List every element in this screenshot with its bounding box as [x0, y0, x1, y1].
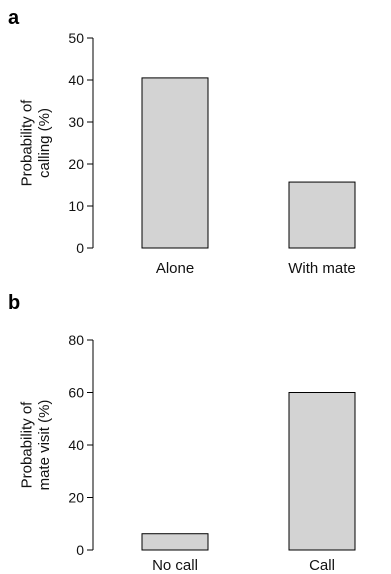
y-axis-label-line: Probability of — [19, 401, 36, 489]
y-axis-label: Probability ofcalling (%) — [19, 99, 53, 187]
chart-panel-b: b 0 20 40 60 80 Probability ofmate visit (%) No… — [8, 292, 356, 574]
y-tick-label: 0 — [76, 240, 84, 256]
bar-with-mate — [288, 181, 356, 249]
y-tick-label: 40 — [68, 72, 84, 88]
y-axis-label-line: Probability of — [19, 99, 36, 187]
x-category-label: Alone — [156, 260, 194, 277]
chart-panel-a: a 0 10 20 30 40 50 Probability ofcalling (%) Alo… — [8, 7, 356, 277]
y-axis-label-line: calling (%) — [36, 108, 53, 178]
y-axis-label-line: mate visit (%) — [36, 400, 53, 491]
panel-letter: b — [8, 292, 20, 314]
y-tick-label: 80 — [68, 332, 84, 348]
y-tick-label: 20 — [68, 490, 84, 506]
y-tick-label: 60 — [68, 385, 84, 401]
bar-call — [288, 392, 356, 551]
y-tick-label: 10 — [68, 198, 84, 214]
panel-letter: a — [8, 7, 20, 29]
bar-alone — [141, 77, 209, 249]
x-category-label: With mate — [288, 260, 356, 277]
y-tick-label: 50 — [68, 30, 84, 46]
x-category-label: Call — [309, 557, 335, 574]
y-tick-label: 20 — [68, 156, 84, 172]
y-tick-label: 30 — [68, 114, 84, 130]
bar-no-call — [141, 533, 209, 551]
y-tick-label: 40 — [68, 437, 84, 453]
x-category-label: No call — [152, 557, 198, 574]
y-tick-label: 0 — [76, 542, 84, 558]
y-axis-label: Probability ofmate visit (%) — [19, 400, 53, 491]
